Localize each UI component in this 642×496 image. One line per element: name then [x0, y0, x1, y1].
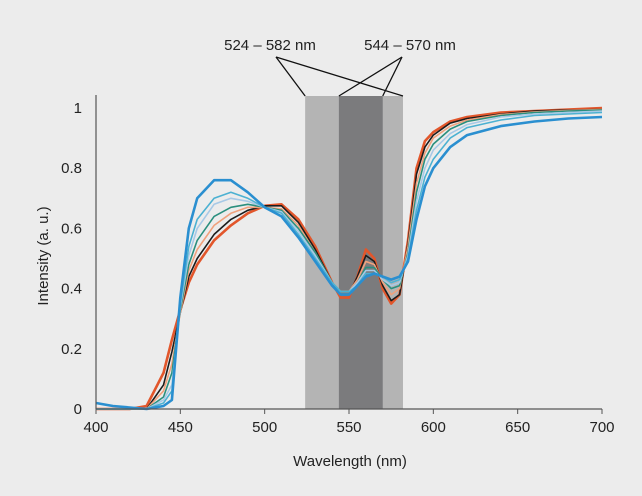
x-tick-label-6: 700: [589, 419, 614, 436]
band-1: [338, 96, 383, 409]
spectral-curves: [95, 106, 603, 411]
y-tick-label-0: 0: [74, 401, 82, 418]
annotation-pointer-1: [275, 56, 404, 97]
wavelength-bands: [305, 96, 403, 409]
band-annotations: 524 – 582 nm 544 – 570 nm: [224, 37, 456, 97]
y-tick-label-1: 0.2: [61, 341, 82, 358]
y-tick-label-4: 0.8: [61, 160, 82, 177]
annotation-pointer-0: [275, 56, 306, 97]
annotation-pointer-2: [338, 56, 403, 97]
band-label-outer: 524 – 582 nm: [224, 37, 316, 54]
y-tick-label-2: 0.4: [61, 281, 82, 298]
y-axis-title: Intensity (a. u.): [35, 206, 52, 305]
x-axis-title: Wavelength (nm): [293, 453, 407, 470]
band-label-inner: 544 – 570 nm: [364, 37, 456, 54]
y-tick-label-3: 0.6: [61, 220, 82, 237]
x-tick-label-5: 650: [505, 419, 530, 436]
annotation-pointer-3: [382, 56, 403, 97]
y-tick-label-5: 1: [74, 100, 82, 117]
x-tick-label-1: 450: [168, 419, 193, 436]
x-tick-label-2: 500: [252, 419, 277, 436]
series-line-6: [95, 115, 603, 411]
axes: 400 450 500 550 600 650 700 0 0.2 0.4 0.6 0.8 1: [61, 95, 615, 436]
x-tick-label-4: 600: [421, 419, 446, 436]
x-tick-label-3: 550: [336, 419, 361, 436]
x-tick-label-0: 400: [83, 419, 108, 436]
